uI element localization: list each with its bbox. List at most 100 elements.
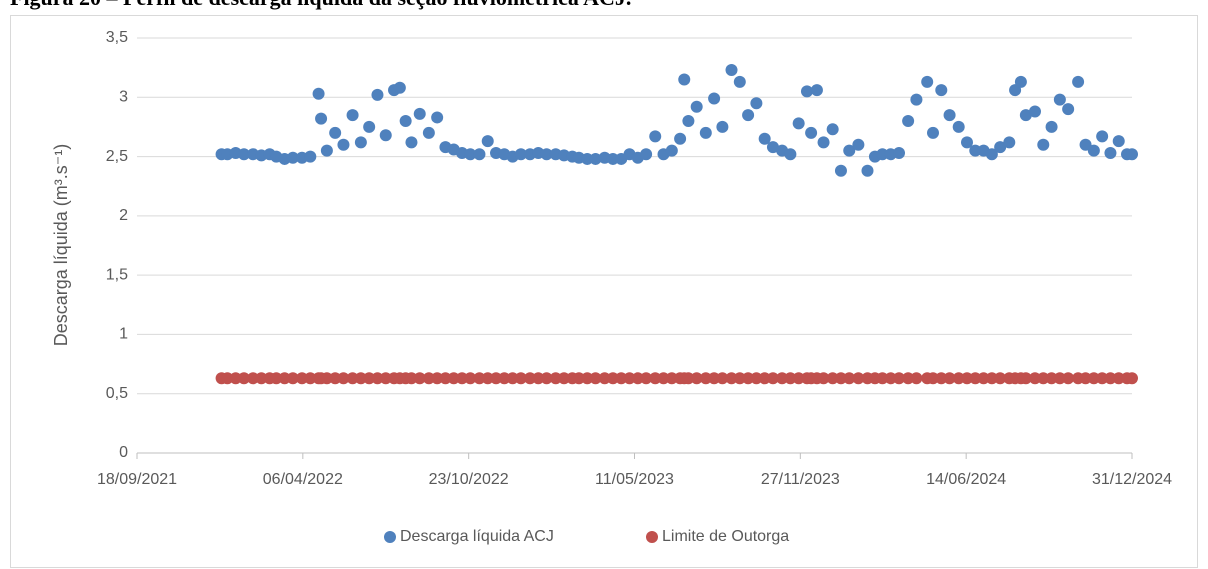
y-axis-label: Descarga líquida (m³.s⁻¹) xyxy=(51,144,71,347)
data-point xyxy=(270,372,283,385)
data-point xyxy=(784,148,797,161)
data-point xyxy=(1087,144,1100,157)
data-point xyxy=(1019,372,1032,385)
data-point xyxy=(481,135,494,148)
data-point xyxy=(598,372,611,385)
data-point xyxy=(716,372,729,385)
data-point xyxy=(1028,105,1041,118)
data-point xyxy=(379,372,392,385)
data-point xyxy=(826,123,839,136)
data-point xyxy=(792,372,805,385)
y-tick-label: 2,5 xyxy=(106,148,128,165)
data-point xyxy=(935,372,948,385)
data-point xyxy=(725,372,738,385)
data-point xyxy=(943,372,956,385)
data-point xyxy=(817,372,830,385)
data-point xyxy=(977,372,990,385)
data-point xyxy=(742,372,755,385)
data-point xyxy=(952,120,965,133)
data-point xyxy=(750,97,763,110)
data-point xyxy=(399,115,412,127)
data-point xyxy=(320,372,333,385)
data-point xyxy=(413,107,426,120)
data-point xyxy=(581,152,594,165)
data-point xyxy=(422,372,435,385)
data-point xyxy=(572,372,585,385)
data-point xyxy=(994,372,1007,385)
data-point xyxy=(750,372,763,385)
y-tick-label: 0,5 xyxy=(106,385,128,402)
data-point xyxy=(405,372,418,385)
x-tick-label: 11/05/2023 xyxy=(595,471,674,488)
data-point xyxy=(549,372,562,385)
data-point xyxy=(490,372,503,385)
data-point xyxy=(910,93,923,106)
data-point xyxy=(758,132,771,145)
data-point xyxy=(422,126,435,139)
data-point xyxy=(960,136,973,149)
data-point xyxy=(985,148,998,161)
data-point xyxy=(431,372,444,385)
data-point xyxy=(1045,372,1058,385)
data-point xyxy=(1037,138,1050,151)
data-point xyxy=(540,148,553,161)
data-point xyxy=(640,372,653,385)
data-point xyxy=(1014,75,1027,88)
data-point xyxy=(690,100,703,113)
data-point xyxy=(682,115,695,127)
data-point xyxy=(346,372,359,385)
y-tick-label: 1,5 xyxy=(106,266,128,283)
data-point xyxy=(861,164,874,177)
legend-label: Descarga líquida ACJ xyxy=(400,528,554,545)
data-point xyxy=(464,372,477,385)
y-tick-label: 3,5 xyxy=(106,29,128,46)
data-point xyxy=(447,372,460,385)
data-point xyxy=(810,84,823,97)
data-point xyxy=(927,372,939,385)
data-point xyxy=(805,126,818,139)
data-point xyxy=(678,73,691,86)
data-point xyxy=(346,109,359,122)
data-point xyxy=(514,148,527,161)
y-tick-label: 0 xyxy=(119,444,128,461)
data-point xyxy=(994,141,1007,154)
legend-marker xyxy=(646,531,658,543)
data-point xyxy=(1104,372,1117,385)
data-point xyxy=(1126,372,1138,385)
data-point xyxy=(834,164,847,177)
data-point xyxy=(1112,372,1125,385)
data-point xyxy=(337,372,350,385)
data-point xyxy=(581,372,594,385)
data-point xyxy=(708,92,721,105)
data-point xyxy=(229,372,242,385)
data-point xyxy=(405,136,418,149)
data-point xyxy=(247,372,260,385)
data-point xyxy=(456,372,469,385)
x-tick-label: 27/11/2023 xyxy=(761,471,840,488)
data-point xyxy=(589,372,602,385)
data-point xyxy=(337,138,350,151)
data-point xyxy=(1126,148,1138,161)
data-point xyxy=(1087,372,1100,385)
data-point xyxy=(589,152,602,165)
data-point xyxy=(1062,103,1075,116)
data-point xyxy=(379,129,392,142)
data-point xyxy=(1096,130,1109,143)
data-point xyxy=(902,372,915,385)
data-point xyxy=(371,88,384,101)
data-point xyxy=(464,148,477,161)
data-point xyxy=(363,120,376,133)
data-point xyxy=(708,372,721,385)
x-tick-label: 06/04/2022 xyxy=(263,471,343,488)
data-point xyxy=(852,372,865,385)
data-point xyxy=(221,372,234,385)
data-point xyxy=(286,372,299,385)
data-point xyxy=(665,144,678,157)
data-point xyxy=(682,372,695,385)
legend-label: Limite de Outorga xyxy=(662,528,789,545)
data-point xyxy=(498,372,511,385)
data-point xyxy=(876,148,889,161)
chart-title: Figura 20 – Perfil de descarga líquida d… xyxy=(10,0,631,10)
data-point xyxy=(329,372,342,385)
